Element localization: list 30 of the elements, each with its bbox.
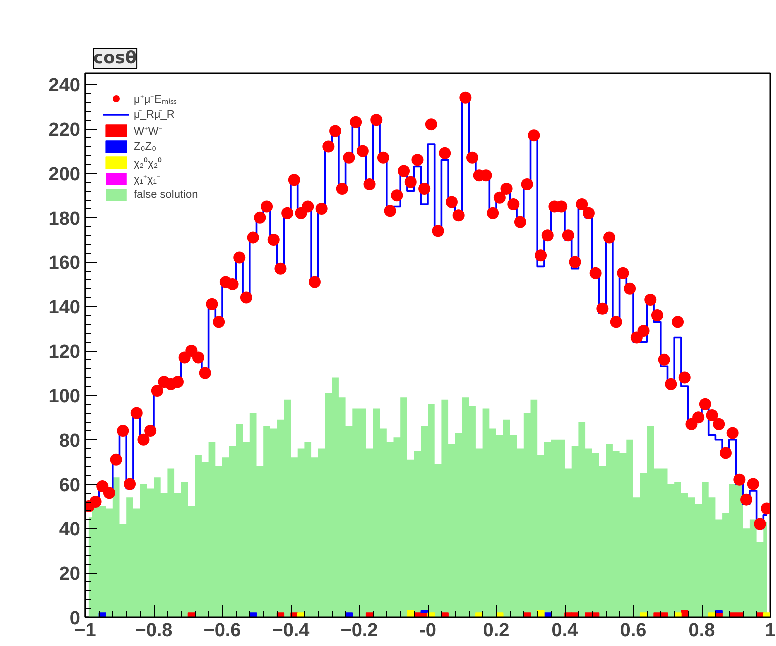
legend-label: false solution [134,188,198,202]
chart-title: cosθ [94,48,138,68]
x-tick-label: 1 [765,620,776,642]
x-tick-label: −0.2 [340,620,378,642]
legend-label: W⁺W⁻ [134,125,163,138]
y-tick-label: 40 [59,520,81,541]
y-tick-label: 80 [59,430,81,452]
x-tick-label: 0.8 [688,620,716,642]
x-tick-label: −0.8 [135,620,173,642]
x-tick-label: -0 [420,620,436,642]
x-tick-label: 0.2 [483,620,510,642]
legend-label: χ₂⁰χ₂⁰ [134,156,162,170]
x-tick-label: −0.6 [204,620,242,642]
y-tick-label: 240 [48,76,80,97]
y-tick-label: 120 [48,342,80,364]
y-tick-label: 160 [48,253,80,274]
y-tick-label: 200 [48,164,80,186]
y-tick-label: 180 [48,208,80,230]
legend-label: μ⁺μ⁻Eₘᵢₛₛ [134,93,177,106]
y-tick-label: 20 [59,564,81,586]
y-tick-label: 220 [48,120,80,142]
legend-label: μ̄_Rμ̄_R [134,108,175,122]
legend-label: Z₀Z₀ [134,140,157,154]
legend-label: χ₁⁺χ₁⁻ [134,173,161,186]
y-tick-label: 140 [48,298,80,319]
y-tick-label: 100 [48,386,80,408]
y-tick-label: 60 [59,475,81,496]
x-tick-label: 0.6 [620,620,647,642]
x-tick-label: −0.4 [272,620,310,642]
x-tick-label: 0.4 [552,620,579,642]
